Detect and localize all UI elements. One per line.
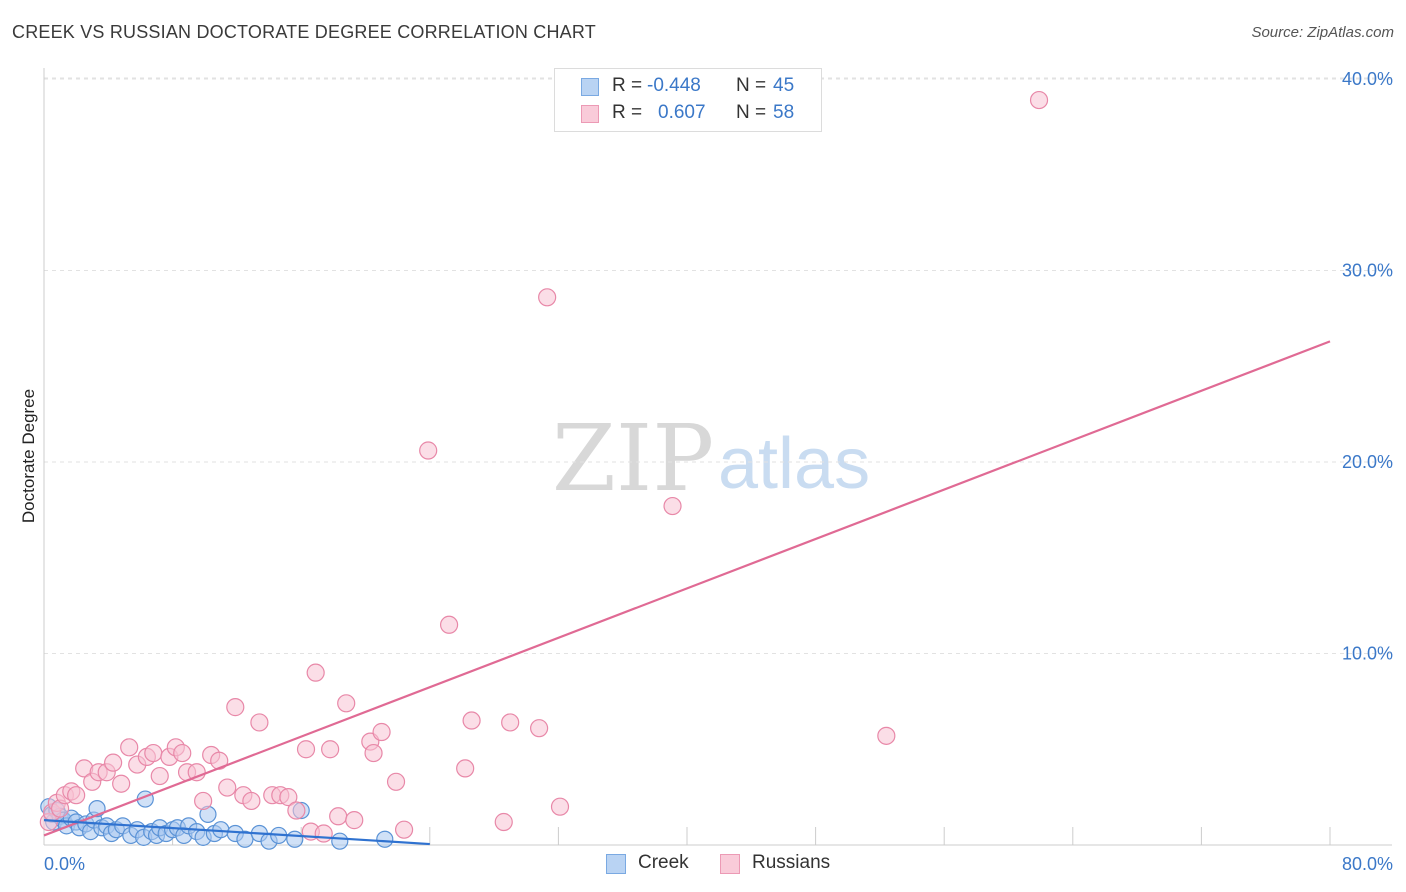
russians-point-47	[394, 820, 414, 839]
russians-point-46	[386, 772, 406, 791]
russians-point-57	[663, 496, 682, 516]
bottom-creek-label: Creek	[638, 852, 689, 873]
russians-point-58	[877, 726, 896, 745]
russians-point-22	[187, 763, 206, 782]
creek-n-label: N =	[736, 75, 767, 96]
russians-n-value: 58	[773, 102, 795, 123]
russians-point-41	[337, 694, 356, 713]
russians-point-26	[218, 778, 237, 797]
russians-point-59	[1029, 90, 1049, 110]
russians-point-29	[242, 791, 261, 811]
russians-n-label: N =	[736, 102, 767, 123]
russians-point-50	[456, 759, 475, 778]
russians-r-value: 0.607	[658, 102, 706, 123]
trend-lines	[43, 340, 1331, 846]
x-tick-label-80: 80.0%	[1342, 854, 1393, 874]
russians-point-33	[279, 788, 298, 807]
russians-point-37	[306, 663, 325, 682]
russians-point-20	[173, 743, 192, 763]
russians-point-49	[439, 615, 459, 634]
bottom-creek-swatch	[606, 854, 626, 874]
creek-point-44	[376, 830, 394, 848]
watermark-atlas: atlas	[718, 424, 870, 504]
correlation-legend: R = -0.448 N = 45 R = 0.607 N = 58	[554, 68, 822, 132]
bottom-russians-swatch	[720, 854, 740, 874]
russians-swatch	[581, 105, 599, 123]
creek-point-41	[286, 830, 304, 848]
creek-point-43	[331, 832, 349, 850]
watermark: ZIP atlas	[552, 405, 870, 512]
russians-point-40	[329, 807, 348, 826]
russians-point-23	[194, 791, 213, 811]
russians-point-56	[550, 797, 570, 816]
russians-point-6	[67, 786, 86, 805]
russians-point-11	[104, 753, 123, 772]
russians-point-34	[287, 801, 306, 820]
russians-point-13	[120, 738, 139, 757]
creek-r-value: -0.448	[647, 75, 701, 96]
creek-trend-line	[43, 819, 430, 846]
russians-point-27	[226, 698, 245, 717]
russians-point-44	[364, 743, 383, 763]
source-attribution: Source: ZipAtlas.com	[1251, 24, 1394, 41]
y-tick-label-20: 20.0%	[1342, 452, 1393, 472]
y-tick-label-30: 30.0%	[1342, 261, 1393, 281]
russians-point-38	[314, 824, 333, 843]
russians-point-12	[112, 774, 131, 793]
chart-title: CREEK VS RUSSIAN DOCTORATE DEGREE CORREL…	[12, 22, 596, 42]
russians-point-54	[530, 719, 549, 738]
x-tick-label-0: 0.0%	[44, 854, 85, 874]
tick-labels: 10.0% 20.0% 30.0% 40.0% 0.0% 80.0%	[44, 69, 1393, 874]
creek-r-label: R =	[612, 75, 643, 96]
russians-point-48	[419, 441, 438, 460]
russians-point-35	[296, 740, 316, 759]
russians-series	[39, 90, 1049, 843]
russians-point-17	[150, 766, 169, 786]
bottom-russians-label: Russians	[752, 852, 831, 873]
creek-n-value: 45	[773, 75, 795, 96]
russians-point-16	[144, 743, 163, 763]
y-tick-label-10: 10.0%	[1342, 644, 1393, 664]
russians-point-45	[372, 722, 391, 742]
russians-point-51	[462, 711, 481, 730]
russians-r-label: R =	[612, 102, 643, 123]
y-axis-label: Doctorate Degree	[19, 389, 38, 523]
russians-point-39	[321, 740, 340, 759]
creek-swatch	[581, 78, 599, 96]
watermark-zip: ZIP	[552, 405, 714, 512]
creek-point-37	[236, 830, 254, 848]
russians-point-42	[345, 811, 364, 830]
y-tick-label-40: 40.0%	[1342, 69, 1393, 89]
russians-point-52	[494, 812, 513, 832]
grid	[44, 77, 1392, 654]
russians-trend-line	[43, 340, 1331, 837]
russians-point-55	[538, 288, 557, 307]
russians-point-30	[250, 713, 269, 732]
russians-point-53	[501, 713, 520, 732]
